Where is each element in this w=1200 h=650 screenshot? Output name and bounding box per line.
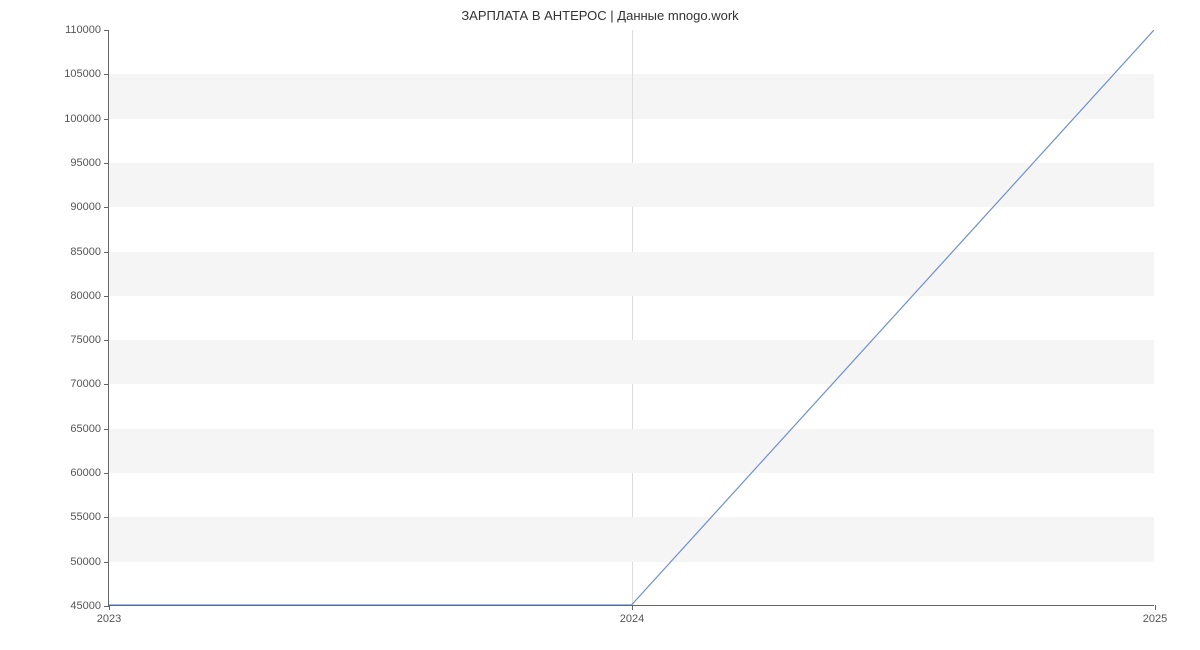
y-tick-mark	[104, 119, 109, 120]
y-tick-label: 75000	[70, 334, 101, 346]
y-tick-label: 60000	[70, 467, 101, 479]
y-tick-label: 80000	[70, 290, 101, 302]
y-tick-mark	[104, 74, 109, 75]
y-tick-label: 55000	[70, 511, 101, 523]
y-tick-mark	[104, 163, 109, 164]
y-tick-mark	[104, 562, 109, 563]
grid-band	[109, 252, 1154, 296]
plot-area: 4500050000550006000065000700007500080000…	[108, 30, 1154, 606]
y-tick-mark	[104, 30, 109, 31]
y-tick-label: 110000	[65, 24, 101, 36]
y-tick-mark	[104, 207, 109, 208]
y-tick-mark	[104, 340, 109, 341]
y-tick-mark	[104, 252, 109, 253]
y-tick-label: 100000	[64, 113, 101, 125]
x-tick-mark	[1155, 605, 1156, 610]
x-tick-label: 2025	[1143, 613, 1167, 625]
y-tick-mark	[104, 384, 109, 385]
y-tick-label: 85000	[70, 246, 101, 258]
y-tick-mark	[104, 473, 109, 474]
y-tick-mark	[104, 296, 109, 297]
grid-band	[109, 163, 1154, 207]
grid-band	[109, 340, 1154, 384]
y-tick-mark	[104, 517, 109, 518]
y-tick-label: 50000	[70, 556, 101, 568]
grid-band	[109, 429, 1154, 473]
grid-band	[109, 517, 1154, 561]
y-tick-label: 90000	[70, 201, 101, 213]
y-tick-mark	[104, 429, 109, 430]
y-tick-label: 95000	[70, 157, 101, 169]
x-tick-label: 2024	[620, 613, 644, 625]
chart-title: ЗАРПЛАТА В АНТЕРОС | Данные mnogo.work	[0, 0, 1200, 27]
x-tick-mark	[109, 605, 110, 610]
y-tick-label: 45000	[70, 600, 101, 612]
y-tick-label: 65000	[70, 423, 101, 435]
y-tick-label: 70000	[70, 378, 101, 390]
x-tick-label: 2023	[97, 613, 121, 625]
chart-container: 4500050000550006000065000700007500080000…	[108, 30, 1154, 606]
x-tick-mark	[632, 605, 633, 610]
y-tick-label: 105000	[64, 68, 101, 80]
